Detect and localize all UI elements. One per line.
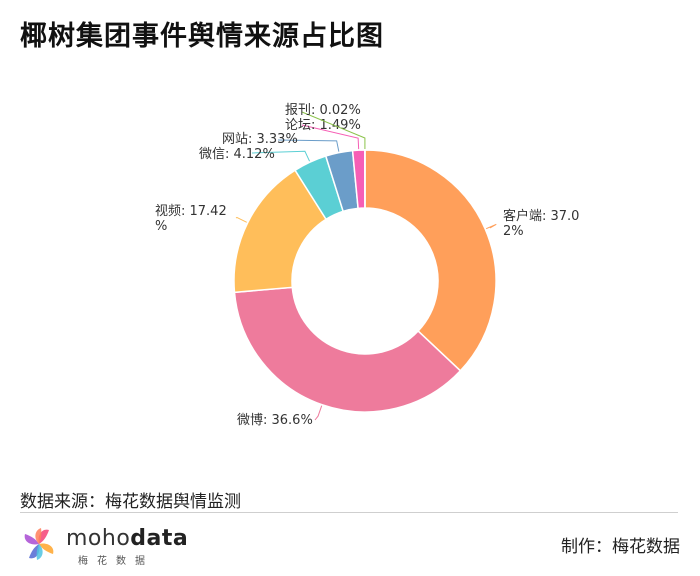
slice-label-4: 网站: 3.33% bbox=[222, 132, 298, 147]
slice-label-1: 微博: 36.6% bbox=[237, 413, 313, 428]
logo-wordmark: mohodata bbox=[66, 526, 189, 551]
slice-label-0: 客户端: 37.0 2% bbox=[503, 208, 579, 239]
leader-line-6 bbox=[301, 111, 366, 150]
slice-label-2: 视频: 17.42% bbox=[155, 204, 227, 234]
leader-line-1 bbox=[314, 405, 323, 421]
leader-line-0 bbox=[485, 223, 497, 230]
leader-line-4 bbox=[277, 139, 340, 152]
chart-title: 椰树集团事件舆情来源占比图 bbox=[20, 21, 384, 52]
mohodata-logo: mohodata 梅花数据 bbox=[20, 524, 188, 567]
slice-label-5: 论坛: 1.49% bbox=[285, 118, 361, 133]
leader-line-3 bbox=[251, 150, 311, 162]
slice-1[interactable] bbox=[233, 286, 462, 413]
logo-subtitle: 梅花数据 bbox=[78, 556, 154, 567]
slice-0[interactable] bbox=[364, 149, 497, 372]
slice-label-6: 报刊: 0.02% bbox=[285, 103, 361, 118]
data-source: 数据来源：梅花数据舆情监测 bbox=[20, 492, 241, 512]
leader-line-5 bbox=[301, 124, 360, 150]
pinwheel-logo-icon bbox=[24, 528, 54, 560]
maker-credit: 制作：梅花数据 bbox=[561, 537, 680, 557]
leader-line-2 bbox=[235, 216, 247, 223]
donut-chart: 客户端: 37.0 2% 微博: 36.6% 视频: 17.42 % 微信: 4.12%网… bbox=[155, 103, 579, 428]
divider bbox=[20, 512, 678, 513]
slice-label-3: 微信: 4.12% bbox=[199, 147, 275, 162]
